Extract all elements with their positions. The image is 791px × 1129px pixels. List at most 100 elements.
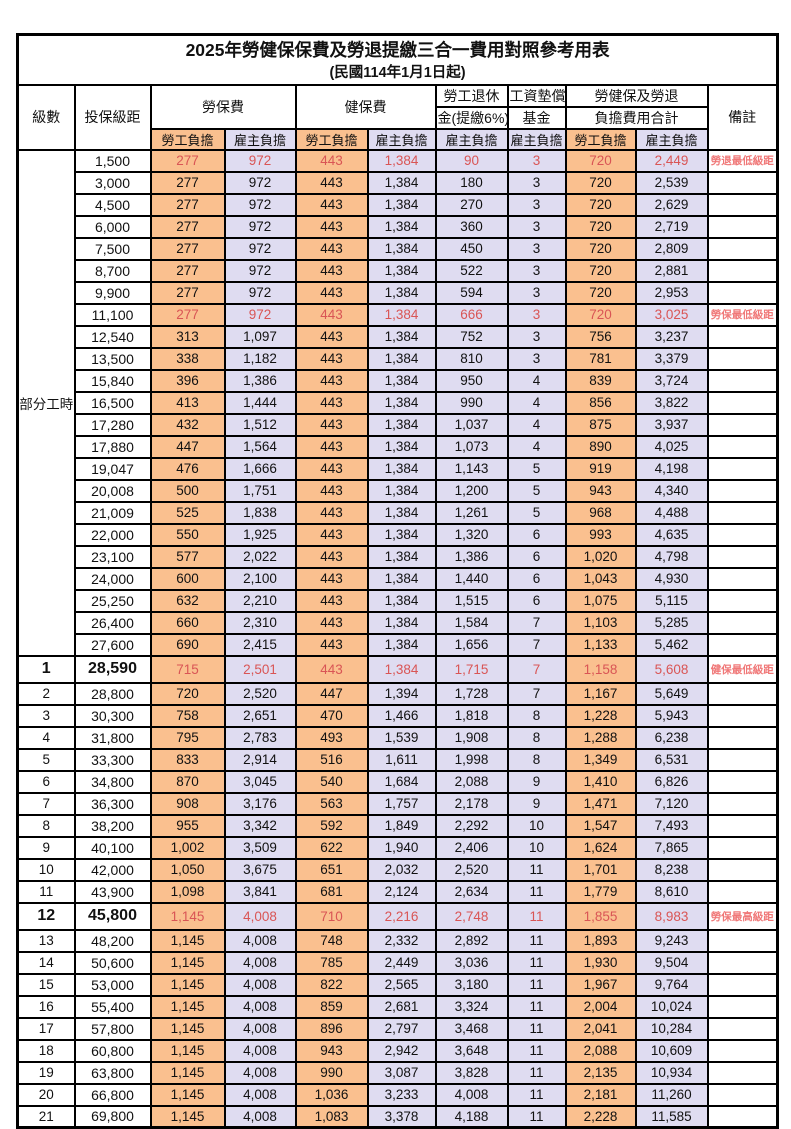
- subheader-total-employer: 雇主負擔: [634, 127, 709, 151]
- value-cell: 720: [564, 302, 637, 327]
- value-cell: 1,083: [294, 1104, 369, 1129]
- table-row: 7,500 277 972 443 1,384 450 3 720 2,809: [18, 236, 779, 261]
- value-cell: 277: [149, 302, 226, 327]
- value-cell: 10,284: [634, 1016, 709, 1041]
- note-cell: [706, 950, 779, 975]
- value-cell: 2,406: [434, 835, 509, 860]
- table-row: 11,100 277 972 443 1,384 666 3 720 3,025 勞保最低級距: [18, 302, 779, 327]
- value-cell: 270: [434, 192, 509, 217]
- value-cell: 1,384: [366, 478, 437, 503]
- value-cell: 720: [564, 148, 637, 173]
- value-cell: 4,008: [223, 901, 297, 931]
- value-cell: 1,849: [366, 813, 437, 838]
- value-cell: 972: [223, 170, 297, 195]
- value-cell: 5,462: [634, 632, 709, 657]
- header-wage-fund-top: 工資墊償: [506, 83, 567, 108]
- note-cell: [706, 879, 779, 904]
- header-bracket: 投保級距: [73, 83, 152, 151]
- value-cell: 594: [434, 280, 509, 305]
- value-cell: 1,715: [434, 654, 509, 684]
- value-cell: 11: [506, 1038, 567, 1063]
- table-row: 4,500 277 972 443 1,384 270 3 720 2,629: [18, 192, 779, 217]
- value-cell: 1,440: [434, 566, 509, 591]
- value-cell: 3,342: [223, 813, 297, 838]
- value-cell: 908: [149, 791, 226, 816]
- value-cell: 1,547: [564, 813, 637, 838]
- level-cell: 18: [16, 1038, 76, 1063]
- value-cell: 443: [294, 544, 369, 569]
- value-cell: 1,471: [564, 791, 637, 816]
- level-cell: 2: [16, 681, 76, 706]
- value-cell: 7: [506, 632, 567, 657]
- value-cell: 11: [506, 994, 567, 1019]
- value-cell: 470: [294, 703, 369, 728]
- bracket-cell: 40,100: [73, 835, 152, 860]
- value-cell: 720: [564, 280, 637, 305]
- value-cell: 1,701: [564, 857, 637, 882]
- value-cell: 833: [149, 747, 226, 772]
- table-row: 20 66,800 1,145 4,008 1,036 3,233 4,008 11 2,181…: [16, 1082, 779, 1107]
- value-cell: 443: [294, 170, 369, 195]
- value-cell: 2,797: [366, 1016, 437, 1041]
- note-cell: [706, 813, 779, 838]
- value-cell: 443: [294, 346, 369, 371]
- value-cell: 5,115: [634, 588, 709, 613]
- value-cell: 443: [294, 192, 369, 217]
- value-cell: 3,675: [223, 857, 297, 882]
- value-cell: 522: [434, 258, 509, 283]
- bracket-cell: 6,000: [73, 214, 152, 239]
- value-cell: 432: [149, 412, 226, 437]
- table-row: 27,600 690 2,415 443 1,384 1,656 7 1,133 5,462: [18, 632, 779, 657]
- value-cell: 2,041: [564, 1016, 637, 1041]
- value-cell: 1,145: [149, 950, 226, 975]
- value-cell: 3,176: [223, 791, 297, 816]
- value-cell: 972: [223, 302, 297, 327]
- value-cell: 968: [564, 500, 637, 525]
- value-cell: 4,008: [223, 1104, 297, 1129]
- value-cell: 785: [294, 950, 369, 975]
- value-cell: 1,098: [149, 879, 226, 904]
- table-row: 25,250 632 2,210 443 1,384 1,515 6 1,075 5,115: [18, 588, 779, 613]
- level-cell: 13: [16, 928, 76, 953]
- level-cell: 17: [16, 1016, 76, 1041]
- value-cell: 3: [506, 236, 567, 261]
- value-cell: 3: [506, 324, 567, 349]
- value-cell: 1,584: [434, 610, 509, 635]
- value-cell: 2,942: [366, 1038, 437, 1063]
- value-cell: 10: [506, 813, 567, 838]
- value-cell: 2,415: [223, 632, 297, 657]
- value-cell: 1,539: [366, 725, 437, 750]
- bracket-cell: 66,800: [73, 1082, 152, 1107]
- value-cell: 1,384: [366, 456, 437, 481]
- value-cell: 822: [294, 972, 369, 997]
- bracket-cell: 20,008: [73, 478, 152, 503]
- value-cell: 443: [294, 632, 369, 657]
- value-cell: 1,320: [434, 522, 509, 547]
- part-time-label: 部分工時: [16, 148, 76, 657]
- bracket-cell: 27,600: [73, 632, 152, 657]
- value-cell: 443: [294, 434, 369, 459]
- value-cell: 540: [294, 769, 369, 794]
- premium-reference-table: 2025年勞健保保費及勞退提繳三合一費用對照參考用表 (民國114年1月1日起)…: [16, 33, 780, 1129]
- value-cell: 2,088: [564, 1038, 637, 1063]
- value-cell: 7,493: [634, 813, 709, 838]
- value-cell: 313: [149, 324, 226, 349]
- value-cell: 1,384: [366, 412, 437, 437]
- value-cell: 516: [294, 747, 369, 772]
- value-cell: 720: [149, 681, 226, 706]
- table-row: 5 33,300 833 2,914 516 1,611 1,998 8 1,349 6,531: [16, 747, 779, 772]
- value-cell: 1,410: [564, 769, 637, 794]
- value-cell: 2,292: [434, 813, 509, 838]
- note-cell: [706, 522, 779, 547]
- value-cell: 1,384: [366, 324, 437, 349]
- value-cell: 7,120: [634, 791, 709, 816]
- value-cell: 666: [434, 302, 509, 327]
- value-cell: 1,384: [366, 500, 437, 525]
- table-row: 16 55,400 1,145 4,008 859 2,681 3,324 11 2,004 10…: [16, 994, 779, 1019]
- value-cell: 720: [564, 170, 637, 195]
- value-cell: 632: [149, 588, 226, 613]
- value-cell: 3,648: [434, 1038, 509, 1063]
- note-cell: [706, 588, 779, 613]
- value-cell: 277: [149, 214, 226, 239]
